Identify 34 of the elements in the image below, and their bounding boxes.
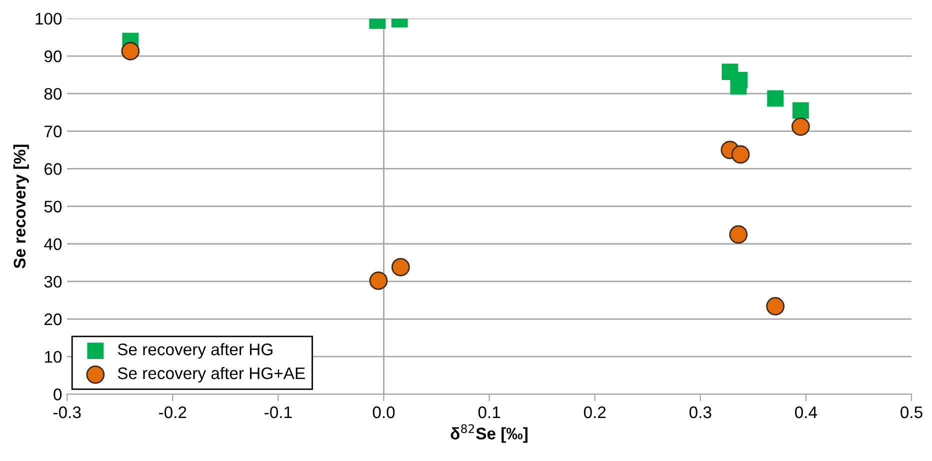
y-tick-label: 70 xyxy=(44,126,62,138)
point xyxy=(766,297,785,316)
y-axis-title: Se recovery [%] xyxy=(13,144,29,268)
point xyxy=(791,117,810,136)
x-tick-label: -0.1 xyxy=(264,406,292,418)
x-axis-title: δ$^{82}$Se [‰] xyxy=(450,424,528,443)
point xyxy=(729,225,748,244)
y-tick-label: 10 xyxy=(44,350,62,363)
x-tick-label: 0.1 xyxy=(478,406,500,418)
point xyxy=(391,258,410,276)
x-tick-label: -0.2 xyxy=(159,406,186,418)
y-tick-label: 60 xyxy=(44,163,62,175)
y-tick-label: 30 xyxy=(44,276,62,288)
y-tick-label: 0 xyxy=(54,388,62,400)
point xyxy=(767,90,784,107)
x-tick-label: -0.3 xyxy=(53,406,81,418)
legend-label: Se recovery after HG xyxy=(118,343,272,359)
y-tick-label: 90 xyxy=(44,50,62,62)
x-tick-label: 0.0 xyxy=(372,406,395,418)
y-tick-label: 20 xyxy=(44,313,62,326)
x-tick-label: 0.5 xyxy=(900,406,922,418)
y-tick-label: 80 xyxy=(44,88,62,100)
point xyxy=(722,64,738,80)
x-tick-label: 0.4 xyxy=(795,406,818,418)
y-tick-label: 50 xyxy=(44,200,62,212)
y-tick-label: 100 xyxy=(36,12,62,25)
y-tick-label: 40 xyxy=(44,238,62,250)
x-tick-label: 0.3 xyxy=(689,406,712,418)
legend-label: Se recovery after HG+AE xyxy=(118,366,305,382)
x-tick-label: 0.2 xyxy=(584,406,606,418)
point xyxy=(731,145,750,164)
point xyxy=(369,271,388,290)
point xyxy=(121,42,140,60)
point xyxy=(792,102,809,119)
